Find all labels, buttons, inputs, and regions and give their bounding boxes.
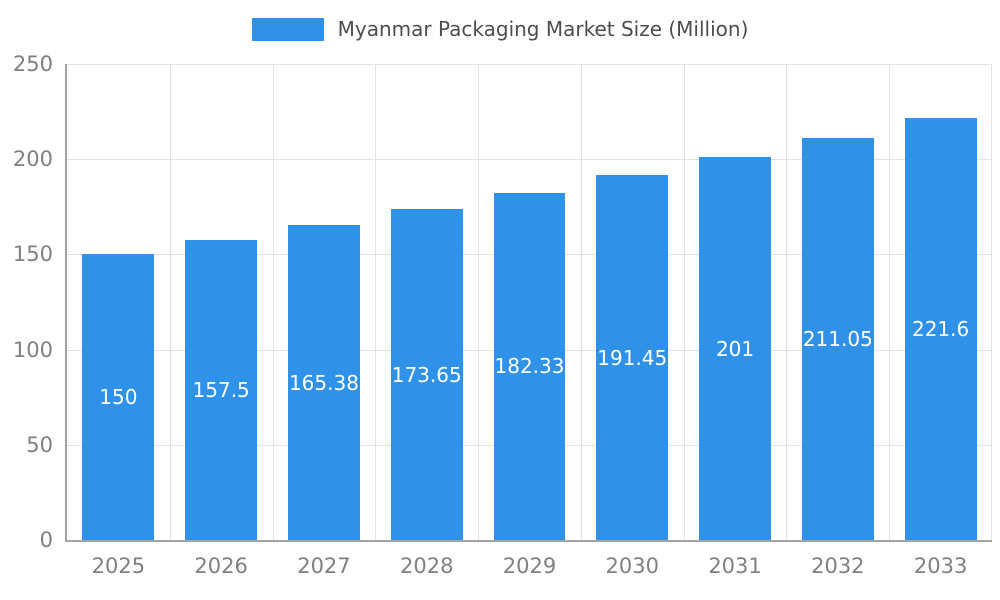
x-axis-tick-label: 2033: [913, 554, 968, 578]
chart-legend: Myanmar Packaging Market Size (Million): [0, 14, 1000, 44]
gridline-vertical: [889, 64, 891, 540]
bar-value-label: 191.45: [597, 345, 668, 370]
gridline-vertical: [683, 64, 685, 540]
gridline-vertical: [169, 64, 171, 540]
bar-value-label: 201: [715, 336, 755, 361]
bar-2029: [493, 192, 566, 540]
bar-2032: [801, 138, 874, 540]
legend-swatch: [251, 17, 324, 41]
bar-2025: [82, 254, 155, 540]
x-axis-tick-label: 2029: [502, 554, 557, 578]
bar-value-label: 221.6: [911, 317, 970, 342]
x-axis-tick-label: 2032: [811, 554, 865, 578]
bar-value-label: 150: [99, 385, 138, 410]
y-axis-tick-label: 250: [12, 52, 53, 76]
y-axis-tick-label: 100: [12, 337, 53, 362]
gridline-vertical: [991, 64, 992, 540]
x-axis-tick-label: 2031: [708, 554, 762, 578]
gridline-vertical: [375, 64, 377, 540]
y-axis-tick-label: 50: [26, 432, 53, 457]
y-axis-tick-label: 0: [39, 528, 53, 552]
gridline-horizontal: [67, 159, 992, 161]
bar-2031: [699, 157, 772, 540]
x-axis-tick-label: 2027: [297, 554, 351, 578]
plot-area: 0 50 100 150 200 250 150 2025 157.5 2026 165.38 202…: [13, 52, 992, 578]
bar-2026: [185, 240, 258, 540]
bar-value-label: 157.5: [192, 378, 250, 403]
gridline-vertical: [272, 64, 274, 540]
bar-value-label: 182.33: [494, 354, 565, 379]
bar-2033: [904, 118, 977, 540]
legend-label: Myanmar Packaging Market Size (Million): [337, 17, 749, 41]
y-axis-tick-label: 200: [12, 147, 53, 172]
bar-value-label: 211.05: [802, 327, 873, 352]
bar-2028: [390, 209, 463, 540]
y-axis-tick-label: 150: [12, 242, 53, 267]
x-axis-tick-label: 2025: [91, 554, 146, 578]
bar-2030: [596, 175, 669, 540]
bar-value-label: 173.65: [391, 362, 462, 387]
gridline-vertical: [478, 64, 480, 540]
gridline-vertical: [580, 64, 582, 540]
x-axis-tick-label: 2026: [194, 554, 248, 578]
gridline-horizontal: [67, 64, 992, 65]
x-axis-tick-label: 2030: [605, 554, 659, 578]
bar-value-label: 165.38: [288, 370, 359, 395]
x-axis-tick-label: 2028: [399, 554, 454, 578]
gridline-vertical: [786, 64, 788, 540]
bar-2027: [287, 225, 360, 540]
